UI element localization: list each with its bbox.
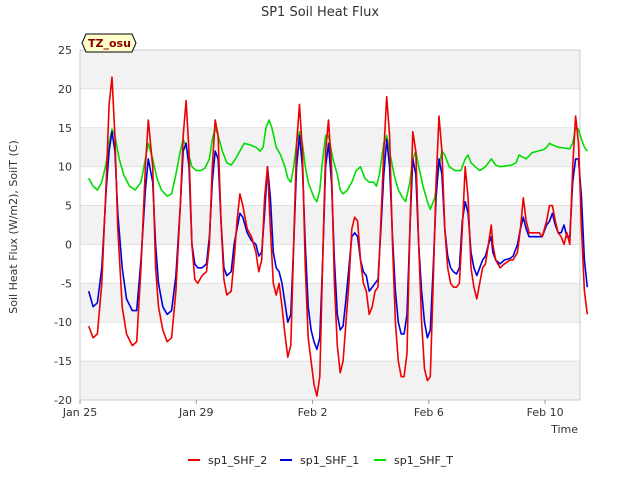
badge-box bbox=[81, 33, 137, 53]
y-tick-label: 15 bbox=[58, 122, 72, 135]
plot-frame bbox=[79, 49, 581, 401]
y-tick-label: 5 bbox=[65, 200, 72, 213]
x-tick-label: Jan 29 bbox=[178, 406, 213, 419]
y-tick-label: -10 bbox=[54, 316, 72, 329]
y-tick-label: 20 bbox=[58, 83, 72, 96]
legend: sp1_SHF_2 sp1_SHF_1 sp1_SHF_T bbox=[188, 454, 453, 467]
x-tick-label: Feb 2 bbox=[298, 406, 328, 419]
y-tick-label: 10 bbox=[58, 161, 72, 174]
x-tick-label: Feb 10 bbox=[527, 406, 564, 419]
x-tick-label: Feb 6 bbox=[414, 406, 444, 419]
y-tick-label: 0 bbox=[65, 238, 72, 251]
y-tick-label: 25 bbox=[58, 44, 72, 57]
band bbox=[80, 361, 580, 400]
legend-label-sp1_SHF_2: sp1_SHF_2 bbox=[208, 454, 267, 467]
band bbox=[80, 205, 580, 245]
chart-title: SP1 Soil Heat Flux bbox=[261, 5, 379, 20]
legend-label-sp1_SHF_T: sp1_SHF_T bbox=[394, 454, 453, 467]
x-tick-label: Jan 25 bbox=[62, 406, 97, 419]
legend-label-sp1_SHF_1: sp1_SHF_1 bbox=[300, 454, 359, 467]
y-tick-label: -5 bbox=[61, 277, 72, 290]
y-tick-label: -15 bbox=[54, 355, 72, 368]
y-tick-label: -20 bbox=[54, 394, 72, 407]
series-line-sp1_SHF_T bbox=[88, 119, 588, 211]
badge-label: TZ_osu bbox=[88, 37, 131, 50]
x-axis-title: Time bbox=[550, 423, 578, 436]
band bbox=[80, 50, 580, 89]
axes: -20 -15 -10 -5 0 5 10 15 20 25 Jan 25 Jan 29 Feb 2 Fe… bbox=[54, 44, 564, 419]
band bbox=[80, 283, 580, 323]
series-line-sp1_SHF_2 bbox=[87, 76, 589, 397]
series-layer bbox=[87, 76, 589, 397]
badge: TZ_osu bbox=[81, 33, 137, 53]
y-axis-title: Soil Heat Flux (W/m2), SoilT (C) bbox=[7, 140, 20, 313]
